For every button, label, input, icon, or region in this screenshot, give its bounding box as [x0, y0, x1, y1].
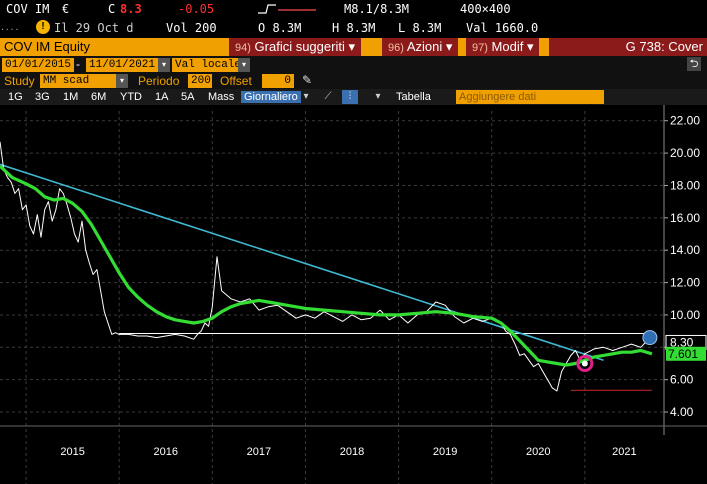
x-tick-label: 2018 [340, 446, 364, 458]
x-tick-label: 2021 [612, 446, 636, 458]
price-series-line [0, 141, 652, 392]
y-tick-label: 20.00 [670, 146, 700, 160]
ma-value-tag [666, 346, 706, 361]
end-date-field[interactable]: 11/01/2021 [86, 58, 158, 72]
marker-dot [581, 360, 588, 367]
study-row: Study MM scad ▾ Periodo 200 Offset 0 ✎ [0, 73, 707, 89]
trendline [0, 163, 604, 362]
start-date-field[interactable]: 01/01/2015 [2, 58, 74, 72]
currency-mode-field[interactable]: Val locale [172, 58, 241, 72]
high-price: H 8.3M [332, 21, 376, 35]
y-tick-label: 10.00 [670, 308, 700, 322]
frequency-select[interactable]: Giornaliero [241, 91, 301, 103]
x-tick-label: 2019 [433, 446, 457, 458]
range-toolbar: 1G 3G 1M 6M YTD 1A 5A Mass Giornaliero ▾… [0, 89, 707, 105]
range-1m[interactable]: 1M [63, 91, 79, 103]
security-name[interactable]: COV IM Equity [4, 39, 90, 54]
quote-detail-bar: .... ! Il 29 Oct d Vol 200 O 8.3M H 8.3M… [0, 18, 707, 38]
title-bar: COV IM Equity 94) Grafici suggeriti ▾ 96… [0, 38, 707, 56]
moving-average-line [0, 164, 653, 367]
quote-bar: COV IM € C 8.3 -0.05 M8.1/8.3M 400×400 [0, 0, 707, 18]
range-ytd[interactable]: YTD [120, 91, 142, 103]
bid-ask-size: 400×400 [460, 2, 511, 16]
sparkline-icon [258, 4, 316, 14]
offset-field[interactable]: 0 [262, 74, 294, 88]
line-chart-icon[interactable]: ⟋ [324, 91, 332, 102]
last-price: 8.3 [120, 2, 142, 16]
chevron-down-icon[interactable]: ▾ [375, 91, 381, 102]
chevron-down-icon: ▾ [526, 39, 534, 54]
price-chart[interactable]: 22.0020.0018.0016.0014.0012.0010.008.006… [0, 105, 707, 484]
range-5y[interactable]: 5A [181, 91, 195, 103]
bid-ask: M8.1/8.3M [344, 2, 410, 16]
range-max[interactable]: Mass [208, 91, 235, 103]
x-tick-label: 2016 [154, 446, 178, 458]
alert-icon[interactable]: ! [36, 20, 50, 34]
chevron-down-icon[interactable]: ▾ [303, 91, 309, 102]
traded-value: Val 1660.0 [466, 21, 539, 35]
y-tick-label: 18.00 [670, 178, 700, 192]
range-1d[interactable]: 1G [8, 91, 23, 103]
y-tick-label: 14.00 [670, 243, 700, 257]
ma-value-label: 7.601 [668, 347, 698, 361]
add-data-input[interactable]: Aggiungere dati [456, 90, 604, 104]
range-1y[interactable]: 1A [155, 91, 169, 103]
date-separator: - [76, 57, 80, 71]
study-label: Study [4, 74, 35, 88]
calendar-dropdown-icon[interactable]: ▾ [158, 58, 170, 72]
volume: Vol 200 [166, 21, 217, 35]
last-label: C [108, 2, 116, 16]
marker-ring-icon [576, 354, 594, 372]
chevron-down-icon[interactable]: ▾ [116, 74, 128, 88]
open-price: O 8.3M [258, 21, 302, 35]
period-field[interactable]: 200 [188, 74, 212, 88]
chevron-down-icon: ▾ [348, 39, 355, 54]
back-arrow-icon[interactable]: ⮌ [687, 57, 701, 71]
x-tick-label: 2017 [247, 446, 271, 458]
menu-edit[interactable]: 97) Modif ▾ [466, 38, 540, 56]
x-tick-label: 2020 [526, 446, 550, 458]
range-3d[interactable]: 3G [35, 91, 50, 103]
pencil-icon[interactable]: ✎ [302, 73, 313, 87]
y-tick-label: 22.00 [670, 114, 700, 128]
price-change: -0.05 [178, 2, 215, 16]
price-alert-icon [642, 330, 658, 346]
range-6m[interactable]: 6M [91, 91, 107, 103]
chevron-down-icon: ▾ [445, 39, 453, 54]
x-tick-label: 2015 [60, 446, 84, 458]
currency: € [62, 2, 70, 16]
bar-chart-icon[interactable]: ⫶ [342, 90, 358, 104]
ticker[interactable]: COV IM [6, 2, 50, 16]
study-field[interactable]: MM scad [40, 74, 116, 88]
y-tick-label: 16.00 [670, 211, 700, 225]
function-code: G 738: Cover [549, 38, 707, 56]
period-label: Periodo [138, 74, 180, 88]
y-tick-label: 12.00 [670, 276, 700, 290]
menu-suggested-charts[interactable]: 94) Grafici suggeriti ▾ [229, 38, 361, 56]
table-button[interactable]: Tabella [396, 91, 431, 103]
date-range-row: 01/01/2015 - 11/01/2021 ▾ Val locale ▾ ⮌ [0, 56, 707, 73]
last-price-label: 8.30 [670, 335, 694, 349]
quote-date: Il 29 Oct d [54, 21, 134, 35]
offset-label: Offset [220, 74, 252, 88]
low-price: L 8.3M [398, 21, 442, 35]
menu-actions[interactable]: 96) Azioni ▾ [382, 38, 459, 56]
chevron-down-icon[interactable]: ▾ [238, 58, 250, 72]
y-tick-label: 6.00 [670, 373, 694, 387]
y-tick-label: 4.00 [670, 405, 694, 419]
dots-indicator: .... [0, 23, 20, 32]
